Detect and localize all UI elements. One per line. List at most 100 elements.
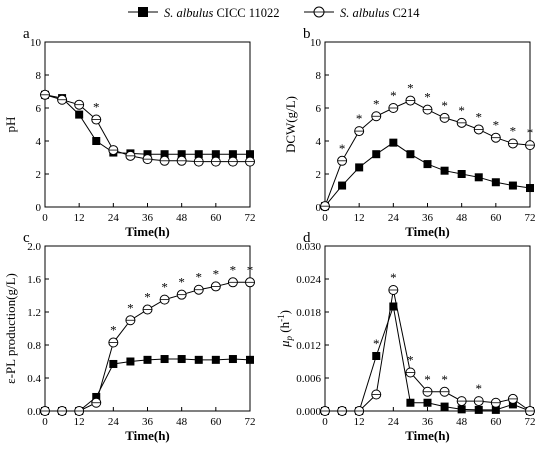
x-tick-label: 48 [456, 212, 468, 224]
x-tick-label: 72 [245, 416, 256, 428]
data-point-circle [337, 406, 348, 416]
data-point-square [160, 150, 169, 159]
x-tick-label: 0 [42, 416, 48, 428]
significance-star: * [510, 123, 517, 138]
panel-c: c 0 12 24 36 48 60 72 0.0 0.4 0.8 1.2 1.6 2.0 Time(h) ε… [3, 230, 256, 443]
significance-star: * [373, 96, 380, 111]
data-point-square [508, 181, 517, 190]
y-tick-label: 0.030 [296, 241, 321, 253]
significance-star: * [247, 262, 254, 277]
data-point-circle [40, 89, 50, 100]
x-tick-label: 48 [176, 416, 188, 428]
data-point-square [143, 355, 152, 364]
data-point-square [406, 150, 415, 159]
significance-star: * [144, 290, 151, 305]
data-point-square [440, 402, 449, 411]
x-tick-label: 0 [42, 212, 48, 224]
y-tick-label: 6 [36, 103, 42, 115]
x-tick-label: 36 [422, 416, 434, 428]
significance-star: * [196, 270, 203, 285]
y-tick-label: 6 [316, 103, 322, 115]
data-point-circle [125, 150, 136, 161]
data-point-circle [388, 285, 399, 295]
data-point-square [160, 355, 169, 364]
significance-star: * [161, 280, 168, 295]
data-point-square [177, 355, 186, 364]
significance-star: * [527, 125, 534, 140]
y-tick-label: 0.4 [27, 373, 41, 385]
y-tick-label: 2 [316, 169, 322, 181]
x-tick-label: 60 [490, 212, 502, 224]
x-tick-label: 36 [422, 212, 434, 224]
y-tick-label: 1.6 [27, 274, 41, 286]
significance-star: * [93, 100, 100, 115]
data-point-circle [388, 103, 399, 113]
data-point-circle [108, 337, 119, 348]
y-axis-label: pH [3, 117, 18, 133]
panel-label: b [303, 26, 311, 42]
significance-star: * [407, 81, 414, 96]
data-point-square [177, 150, 186, 159]
data-point-circle [456, 117, 467, 128]
x-axis-label: Time(h) [125, 428, 170, 443]
significance-star: * [390, 88, 397, 103]
data-point-square [246, 150, 254, 159]
x-tick-label: 60 [490, 416, 502, 428]
y-tick-label: 4 [36, 136, 42, 148]
x-tick-label: 24 [388, 416, 400, 428]
y-axis-label: DCW(g/L) [283, 96, 298, 153]
data-point-square [355, 163, 364, 172]
data-point-circle [473, 396, 484, 407]
data-point-circle [245, 156, 255, 167]
data-point-circle [159, 294, 170, 305]
data-point-circle [40, 406, 50, 416]
data-point-square [508, 400, 517, 409]
data-point-circle [371, 111, 382, 122]
data-point-square [228, 150, 237, 159]
data-point-square [194, 355, 203, 364]
data-point-square [526, 184, 534, 193]
significance-star: * [441, 98, 448, 113]
data-point-circle [354, 126, 365, 137]
x-axis-label: Time(h) [405, 428, 450, 443]
data-point-circle [320, 201, 330, 212]
data-point-square [457, 170, 466, 178]
data-point-square [109, 359, 118, 368]
data-point-square [246, 355, 254, 364]
data-point-square [491, 405, 500, 414]
data-point-square [228, 355, 237, 364]
data-point-circle [227, 156, 238, 167]
panel-label: a [23, 26, 30, 42]
significance-star: * [424, 90, 431, 105]
data-point-circle [176, 289, 187, 300]
y-tick-label: 10 [310, 37, 322, 49]
data-point-circle [57, 406, 68, 416]
x-axis-label: Time(h) [405, 224, 450, 239]
legend-label-cicc: S. albulus CICC 11022 [164, 6, 280, 20]
data-point-circle [159, 155, 170, 166]
data-point-circle [74, 99, 85, 110]
data-point-circle [142, 304, 153, 315]
data-point-square [474, 405, 483, 414]
data-point-circle [227, 277, 238, 288]
y-tick-label: 0.024 [296, 274, 321, 286]
significance-star: * [493, 118, 500, 133]
data-point-square [372, 352, 381, 360]
data-point-square [423, 398, 432, 407]
data-point-square [126, 357, 135, 366]
x-tick-label: 12 [74, 416, 85, 428]
data-point-circle [108, 145, 119, 156]
data-point-circle [473, 124, 484, 135]
data-point-square [423, 160, 432, 169]
x-tick-label: 36 [142, 212, 154, 224]
data-point-square [211, 150, 220, 159]
y-tick-label: 8 [36, 70, 42, 82]
y-tick-label: 2 [36, 169, 42, 181]
legend-label-c214: S. albulus C214 [340, 6, 420, 20]
data-point-square [406, 398, 415, 407]
data-point-circle [193, 284, 204, 295]
y-tick-label: 0.000 [296, 406, 321, 418]
x-tick-label: 36 [142, 416, 154, 428]
